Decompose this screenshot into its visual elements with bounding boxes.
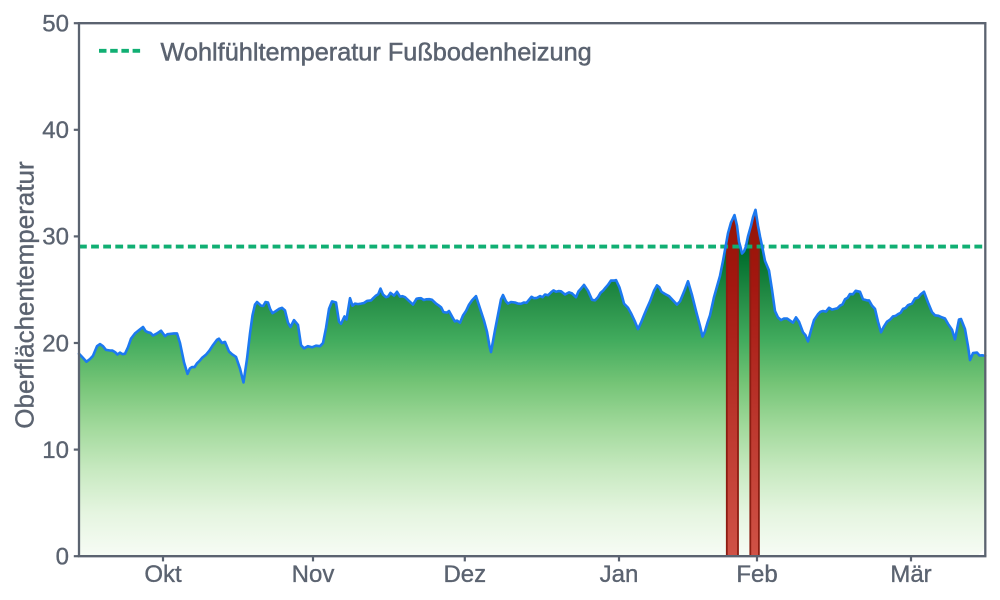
svg-text:20: 20 bbox=[42, 330, 69, 357]
svg-text:Dez: Dez bbox=[443, 561, 486, 588]
svg-text:Mär: Mär bbox=[890, 561, 931, 588]
svg-text:Nov: Nov bbox=[292, 561, 335, 588]
svg-text:10: 10 bbox=[42, 437, 69, 464]
svg-text:40: 40 bbox=[42, 117, 69, 144]
svg-text:Feb: Feb bbox=[736, 561, 777, 588]
svg-text:Okt: Okt bbox=[144, 561, 182, 588]
svg-text:50: 50 bbox=[42, 11, 69, 38]
svg-text:Wohlfühltemperatur Fußbodenhei: Wohlfühltemperatur Fußbodenheizung bbox=[161, 38, 592, 66]
svg-text:0: 0 bbox=[56, 544, 69, 571]
svg-text:30: 30 bbox=[42, 224, 69, 251]
svg-text:Oberflächentemperatur: Oberflächentemperatur bbox=[10, 161, 40, 429]
svg-text:Jan: Jan bbox=[600, 561, 639, 588]
